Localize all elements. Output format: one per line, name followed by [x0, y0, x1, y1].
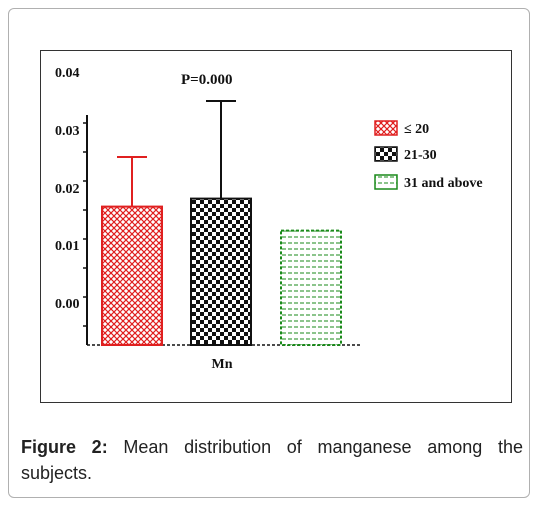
legend-label: 31 and above [404, 176, 483, 191]
bar-3 [280, 229, 342, 347]
y-tick-label: 0.04 [55, 66, 80, 81]
y-tick-label: 0.02 [55, 182, 80, 197]
legend-label: 21-30 [404, 148, 437, 163]
legend-swatch [374, 146, 398, 162]
figure-caption: Figure 2: Mean distribution of manganese… [21, 434, 523, 486]
caption-text: Mean distribution of manganese among the… [21, 437, 523, 483]
y-tick-label: 0.00 [55, 297, 80, 312]
bar-1 [101, 205, 163, 346]
caption-label: Figure 2: [21, 437, 108, 457]
bar-2 [190, 197, 252, 346]
legend-swatch [374, 120, 398, 136]
x-axis-label: Mn [212, 357, 233, 372]
p-value-annotation: P=0.000 [181, 72, 232, 88]
y-tick-label: 0.03 [55, 124, 80, 139]
y-tick-label: 0.01 [55, 239, 80, 254]
legend-label: ≤ 20 [404, 122, 429, 137]
legend-swatch [374, 174, 398, 190]
